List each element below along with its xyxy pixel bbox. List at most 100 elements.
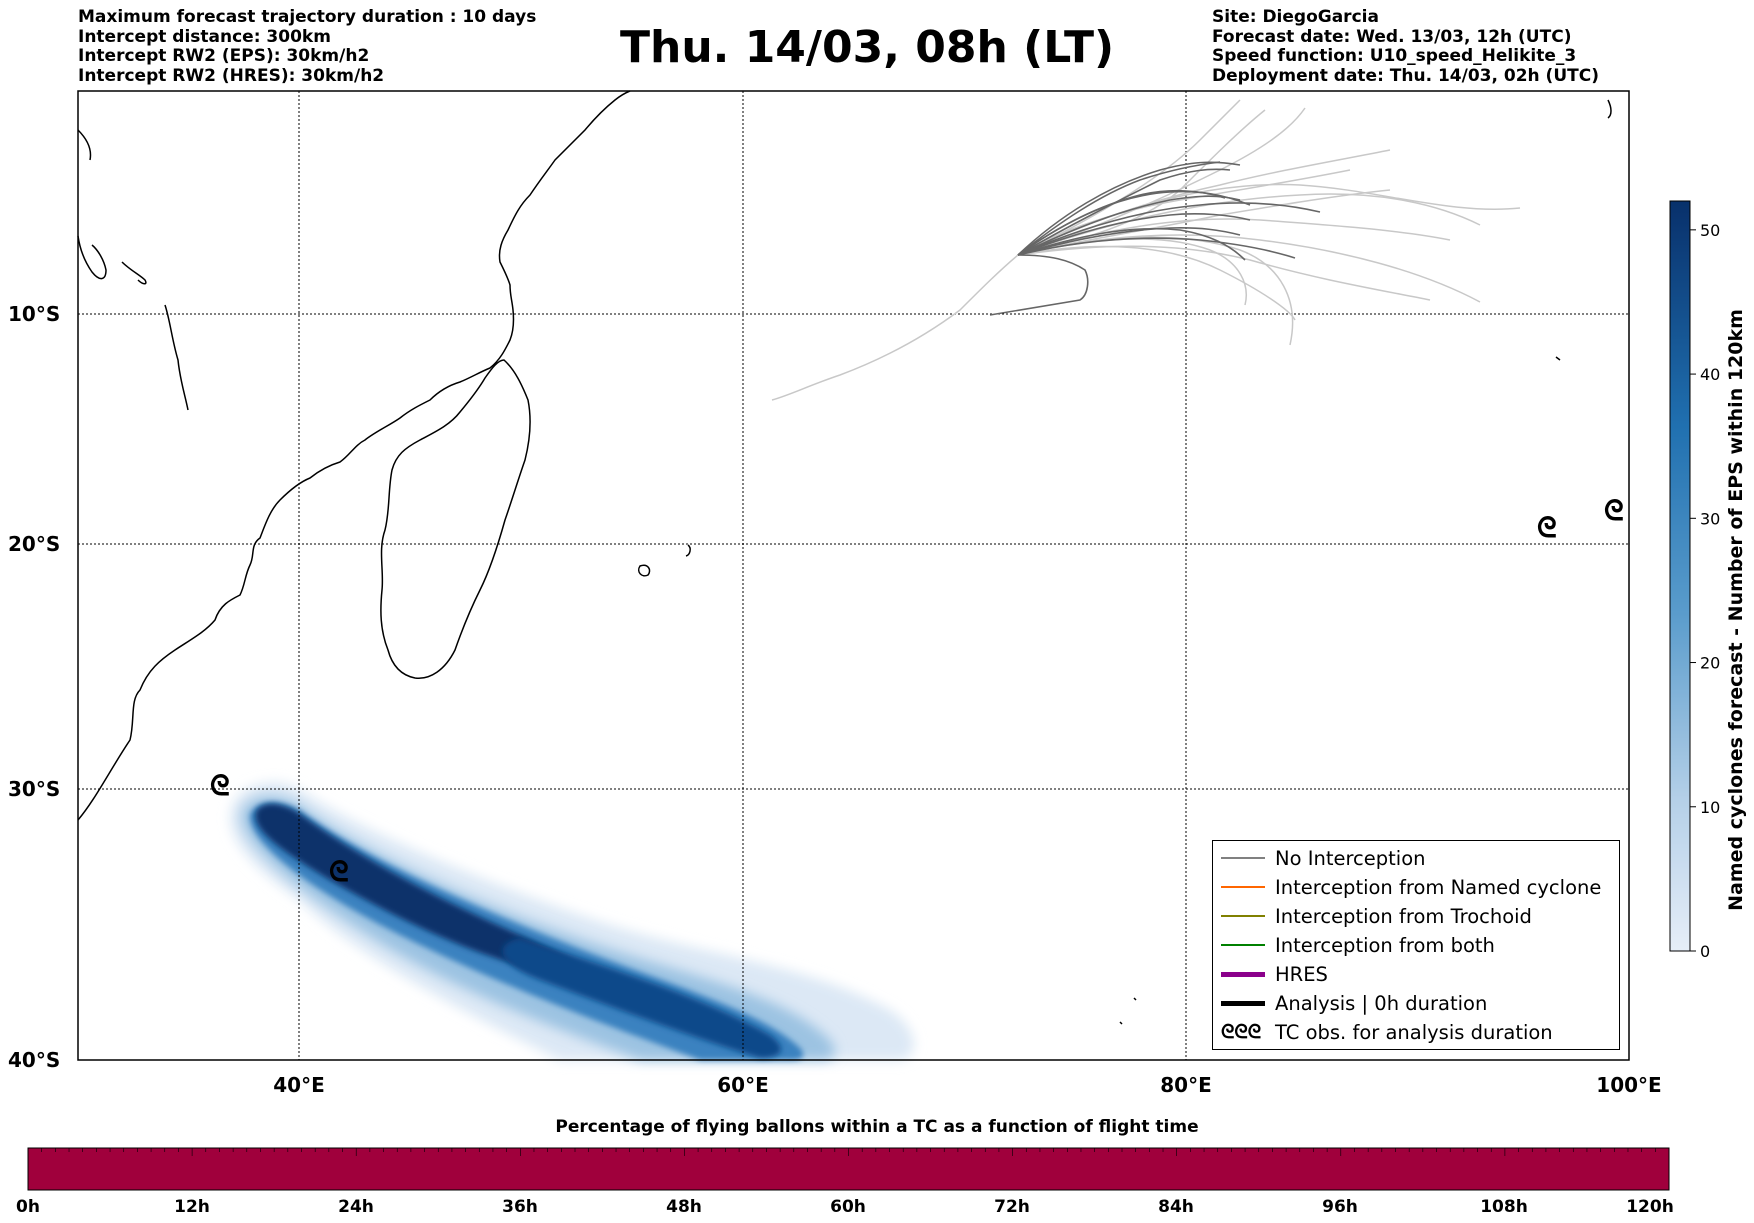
header-left-line: Maximum forecast trajectory duration : 1… (78, 7, 537, 27)
legend-item: Interception from Named cyclone (1213, 874, 1619, 900)
colorbar-label: Named cyclones forecast - Number of EPS … (1725, 300, 1747, 920)
legend-item: Interception from both (1213, 932, 1619, 958)
sri-lanka-marker (1607, 99, 1612, 119)
density-core (255, 803, 581, 975)
lon-label-60e: 60°E (717, 1073, 769, 1097)
tc-obs-markers: ᘓ ᘓ ᘓ ᘓ (210, 494, 1624, 888)
lon-label-100e: 100°E (1596, 1073, 1661, 1097)
trajectory-light (1017, 245, 1431, 301)
hour-label: 120h (1626, 1197, 1674, 1217)
lon-label-40e: 40°E (273, 1073, 325, 1097)
lat-label-40s: 40°S (8, 1048, 60, 1072)
madagascar-coastline (380, 359, 531, 679)
header-right-line: Site: DiegoGarcia (1212, 7, 1379, 27)
legend: No Interception Interception from Named … (1212, 840, 1620, 1050)
legend-item: No Interception (1213, 845, 1619, 871)
legend-label: HRES (1275, 963, 1328, 986)
islands-east (1119, 356, 1561, 1025)
hour-label: 60h (830, 1197, 866, 1217)
hour-label: 0h (16, 1197, 40, 1217)
legend-item: HRES (1213, 961, 1619, 987)
graticule (78, 91, 1629, 1060)
africa-coastline (77, 90, 631, 821)
colorbar-tick-label: 50 (1700, 221, 1720, 240)
hour-label: 96h (1322, 1197, 1358, 1217)
reunion-mauritius (637, 544, 691, 577)
page-title: Thu. 14/03, 08h (LT) (620, 22, 1115, 73)
colorbar-tick-label: 10 (1700, 798, 1720, 817)
tc-obs-symbol: ᘓ (329, 855, 349, 888)
hour-label: 108h (1480, 1197, 1528, 1217)
trajectory-light (1017, 107, 1306, 256)
trajectory-dark (989, 254, 1089, 316)
legend-label: TC obs. for analysis duration (1275, 1021, 1553, 1044)
legend-swatch (1221, 1001, 1265, 1006)
legend-item: ᘓᘓᘓ TC obs. for analysis duration (1213, 1019, 1619, 1045)
legend-label: Interception from both (1275, 934, 1495, 957)
legend-item: Interception from Trochoid (1213, 903, 1619, 929)
trajectory-dark (1017, 202, 1321, 256)
lat-label-10s: 10°S (8, 302, 60, 326)
trajectory-dark (1017, 237, 1296, 259)
lon-labels: 40°E 60°E 80°E 100°E (273, 1073, 1661, 1097)
legend-swatch (1221, 944, 1265, 946)
tc-obs-symbol: ᘓ (210, 769, 230, 802)
map-frame (77, 90, 1630, 1061)
map-area: ᘓ ᘓ ᘓ ᘓ (77, 90, 1630, 1061)
trajectory-light (771, 254, 1019, 401)
percentage-bar: 0h 12h 24h 36h 48h 60h 72h 84h 96h 108h … (16, 1147, 1674, 1217)
trajectory-light (1017, 99, 1241, 256)
trajectory-dark (1017, 189, 1226, 256)
trajectory-dark (1017, 168, 1231, 256)
trajectory-dark (1017, 161, 1241, 256)
density-outer (230, 782, 914, 1060)
colorbar-tick-label: 40 (1700, 365, 1720, 384)
hour-labels: 0h 12h 24h 36h 48h 60h 72h 84h 96h 108h … (16, 1197, 1674, 1217)
colorbar-tick-label: 0 (1700, 942, 1710, 961)
tc-obs-legend-icon: ᘓᘓᘓ (1221, 1021, 1262, 1043)
header-right-line: Deployment date: Thu. 14/03, 02h (UTC) (1212, 65, 1599, 86)
arabia-coastline (77, 235, 147, 285)
trajectory-light (1017, 245, 1296, 321)
lat-labels: 10°S 20°S 30°S 40°S (8, 302, 60, 1072)
colorbar-label-text: Named cyclones forecast - Number of EPS … (1725, 309, 1747, 911)
percentage-bar-ticks (27, 1148, 1670, 1156)
colorbar: 0 10 20 30 40 50 (1669, 200, 1720, 961)
legend-label: Interception from Trochoid (1275, 905, 1532, 928)
tc-obs-symbol: ᘓ (1604, 494, 1624, 527)
trajectory-dark (1017, 213, 1251, 256)
hour-label: 36h (502, 1197, 538, 1217)
hour-label: 48h (666, 1197, 702, 1217)
lon-label-80e: 80°E (1160, 1073, 1212, 1097)
legend-swatch (1221, 886, 1265, 888)
percentage-bar-title: Percentage of flying ballons within a TC… (555, 1117, 1199, 1137)
tc-obs-symbol: ᘓ (1537, 511, 1557, 544)
legend-swatch (1221, 857, 1265, 859)
header-left: Maximum forecast trajectory duration : 1… (78, 7, 537, 86)
header-right-line: Forecast date: Wed. 13/03, 12h (UTC) (1212, 26, 1572, 47)
colorbar-tick-label: 20 (1700, 654, 1720, 673)
hour-label: 84h (1158, 1197, 1194, 1217)
header-left-line: Intercept RW2 (EPS): 30km/h2 (78, 46, 370, 66)
legend-swatch (1221, 972, 1265, 977)
lat-label-20s: 20°S (8, 532, 60, 556)
coastlines (77, 90, 1612, 1025)
hour-label: 72h (994, 1197, 1030, 1217)
density-core-tail (502, 938, 781, 1058)
trajectory-dark (1017, 227, 1246, 261)
trajectories-dark (989, 161, 1321, 316)
colorbar-ticks: 0 10 20 30 40 50 (1690, 221, 1720, 961)
colorbar-tick-label: 30 (1700, 509, 1720, 528)
legend-label: No Interception (1275, 847, 1426, 870)
legend-label: Analysis | 0h duration (1275, 992, 1488, 1015)
hour-label: 12h (174, 1197, 210, 1217)
header-right: Site: DiegoGarcia Forecast date: Wed. 13… (1212, 7, 1599, 86)
eps-density-swath (230, 782, 914, 1060)
header-left-line: Intercept distance: 300km (78, 26, 331, 47)
lat-label-30s: 30°S (8, 777, 60, 801)
colorbar-gradient (1669, 200, 1691, 952)
red-sea-coastline (77, 129, 189, 411)
header-left-line: Intercept RW2 (HRES): 30km/h2 (78, 65, 385, 86)
legend-swatch (1221, 915, 1265, 917)
